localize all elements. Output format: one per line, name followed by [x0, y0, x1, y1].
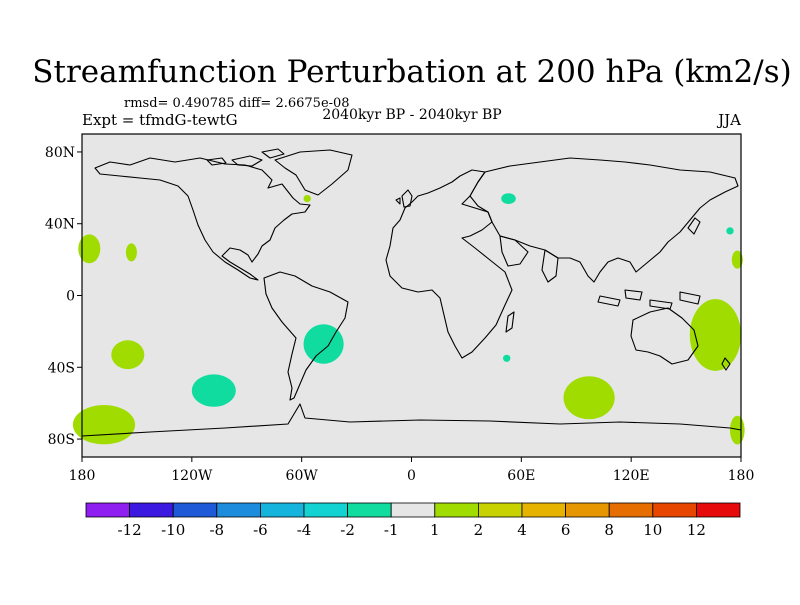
chart-subtitle-left: Expt = tfmdG-tewtG: [82, 111, 238, 129]
colorbar-label-0: -12: [118, 521, 142, 539]
colorbar-swatch-6: [347, 502, 392, 518]
coastlines: [81, 148, 742, 437]
colorbar-label-12: 10: [643, 521, 662, 539]
colorbar-label-2: -8: [209, 521, 224, 539]
coastline-arctic-islands: [206, 148, 285, 167]
x-tick-label-0: 180: [69, 468, 96, 484]
colorbar: -12 -10 -8 -6 -4 -2 -1 1 2 4 6 8 10 12: [85, 502, 741, 539]
x-tick-label-1: 120W: [171, 468, 213, 484]
colorbar-label-6: -1: [384, 521, 399, 539]
colorbar-label-11: 8: [604, 521, 614, 539]
colorbar-swatch-2: [172, 502, 218, 518]
y-tick-label-0: 80N: [45, 145, 75, 161]
colorbar-swatch-10: [521, 502, 566, 518]
colorbar-swatch-8: [434, 502, 479, 518]
chart-stats: rmsd= 0.490785 diff= 2.6675e-08: [124, 96, 350, 111]
y-tick-label-1: 40N: [45, 217, 75, 233]
coastline-new-zealand: [721, 357, 731, 371]
colorbar-label-10: 6: [561, 521, 571, 539]
anomaly-region-2: [111, 340, 145, 370]
y-tick-label-2: 0: [66, 289, 75, 305]
y-tick-label-4: 80S: [48, 432, 75, 448]
x-tick-label-2: 60W: [286, 468, 319, 484]
anomaly-region-10: [689, 299, 742, 371]
x-tick-label-6: 180: [728, 468, 755, 484]
coastline-british-isles: [395, 189, 413, 208]
x-tick-label-4: 60E: [507, 468, 535, 484]
anomaly-region-13: [730, 415, 745, 445]
colorbar-label-9: 4: [517, 521, 527, 539]
colorbar-swatch-1: [129, 502, 174, 518]
anomaly-region-1: [125, 243, 137, 262]
colorbar-swatch-12: [608, 502, 654, 518]
coastline-indonesia: [597, 289, 701, 310]
map-background: [82, 134, 741, 457]
colorbar-swatch-0: [85, 502, 130, 518]
anomaly-region-6: [303, 195, 311, 203]
anomaly-region-4: [303, 324, 344, 364]
anomaly-region-12: [726, 227, 734, 235]
colorbar-label-4: -4: [297, 521, 312, 539]
coastline-north-america: [94, 157, 311, 281]
anomaly-region-3: [191, 374, 236, 407]
chart-subtitle-center: 2040kyr BP - 2040kyr BP: [322, 107, 501, 123]
anomaly-region-5: [72, 405, 136, 445]
colorbar-swatch-9: [477, 502, 523, 518]
colorbar-swatch-5: [303, 502, 348, 518]
anomaly-region-11: [731, 250, 743, 269]
coastline-arabia-india: [499, 235, 559, 283]
colorbar-swatch-4: [259, 502, 305, 518]
anomaly-layer: [72, 193, 745, 445]
axis-ticks: 180 120W 60W 0 60E 120E 180 80N 40N 0 40S 80S: [45, 145, 754, 484]
colorbar-label-3: -6: [253, 521, 268, 539]
coastline-greenland: [274, 149, 353, 196]
anomaly-region-0: [78, 234, 101, 264]
colorbar-label-1: -10: [161, 521, 185, 539]
coastline-madagascar: [505, 311, 515, 333]
coastline-australia: [630, 307, 699, 365]
chart-subtitle-right: JJA: [716, 111, 741, 129]
colorbar-swatch-14: [696, 502, 741, 518]
colorbar-label-8: 2: [474, 521, 484, 539]
coastline-antarctica: [81, 403, 742, 437]
coastline-japan: [687, 217, 701, 235]
colorbar-swatch-11: [565, 502, 610, 518]
anomaly-region-7: [501, 193, 516, 205]
coastline-europe-africa: [385, 169, 513, 359]
x-tick-label-3: 0: [407, 468, 416, 484]
colorbar-swatch-13: [652, 502, 697, 518]
chart-title: Streamfunction Perturbation at 200 hPa (…: [32, 54, 791, 90]
colorbar-swatch-3: [216, 502, 261, 518]
anomaly-region-8: [563, 376, 615, 420]
colorbar-swatch-7: [390, 502, 436, 518]
coastline-south-america: [263, 271, 349, 401]
anomaly-region-9: [503, 354, 511, 362]
colorbar-label-7: 1: [430, 521, 440, 539]
y-tick-label-3: 40S: [48, 360, 75, 376]
colorbar-label-5: -2: [340, 521, 355, 539]
x-tick-label-5: 120E: [613, 468, 650, 484]
map-panel: 180 120W 60W 0 60E 120E 180 80N 40N 0 40S 80S: [45, 133, 754, 484]
colorbar-label-13: 12: [687, 521, 706, 539]
